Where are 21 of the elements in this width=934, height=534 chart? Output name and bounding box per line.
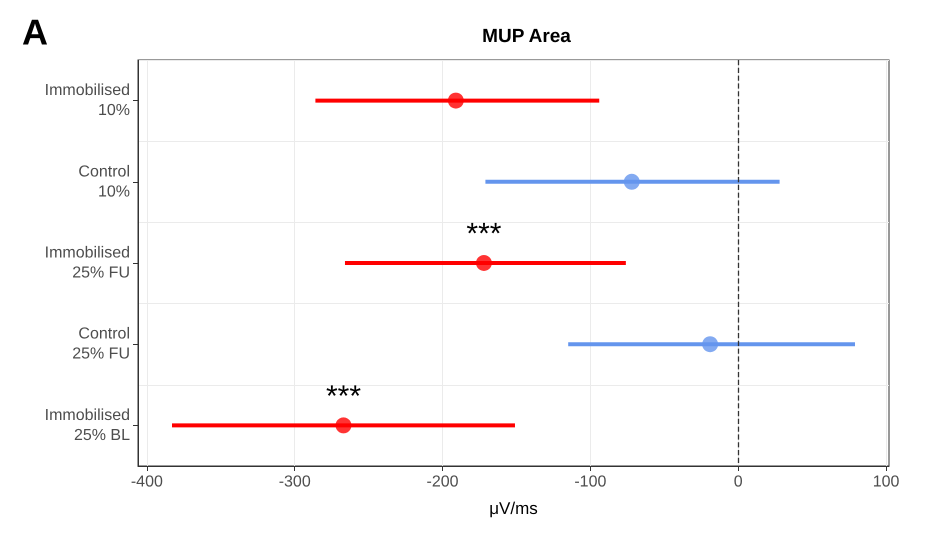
y-tick-label: Immobilised 10% [44, 82, 130, 120]
point [336, 417, 352, 434]
x-axis-title: μV/ms [489, 499, 538, 518]
point [448, 92, 464, 109]
x-tick-label: -300 [278, 474, 311, 490]
y-tick-label: Control 25% FU [72, 326, 130, 363]
x-tick-label: -100 [574, 474, 606, 490]
x-tick-label: -400 [130, 474, 163, 490]
x-tick-label: 100 [872, 474, 900, 490]
y-tick-label: Control 10% [78, 163, 130, 200]
y-tick-label: Immobilised 25% BL [44, 406, 130, 444]
point [702, 336, 718, 352]
point [624, 174, 640, 190]
annotation: *** [326, 380, 362, 413]
x-tick-label: 0 [734, 474, 743, 490]
y-tick-label: Immobilised 25% FU [44, 244, 130, 282]
chart-title: MUP Area [482, 26, 572, 47]
point [476, 255, 492, 271]
text: A [22, 12, 48, 52]
x-tick-label: -200 [426, 474, 459, 490]
annotation: *** [466, 218, 502, 250]
